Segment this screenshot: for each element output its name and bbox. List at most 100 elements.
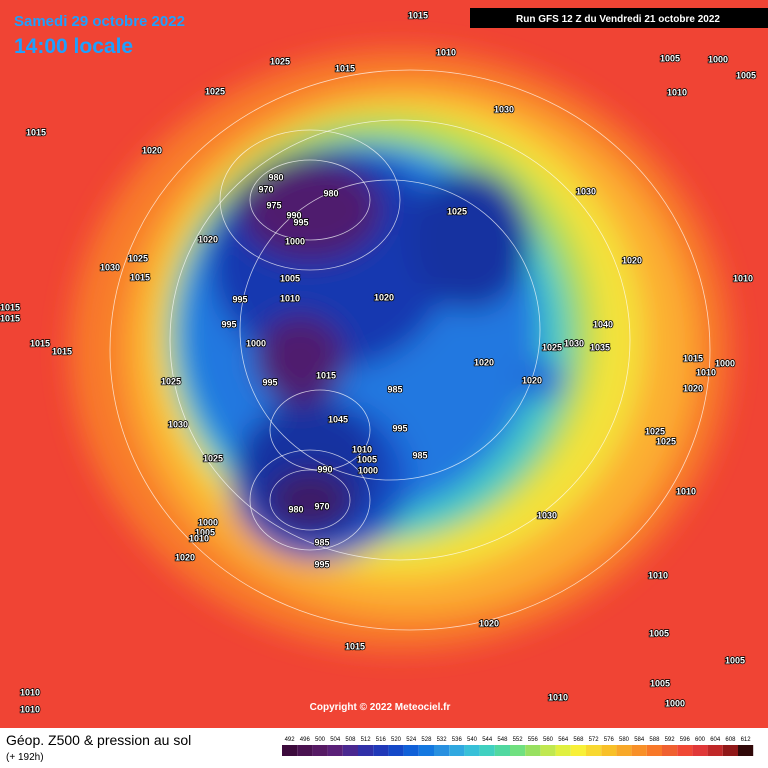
isobar-label: 970 [258,184,273,194]
legend-level: 504 [330,737,341,743]
isobar-label: 1020 [622,255,642,265]
isobar-label: 1015 [0,313,20,323]
isobar-label: 995 [314,559,329,569]
legend-swatch [646,745,662,756]
legend-swatch [282,745,298,756]
legend-level: 536 [452,737,463,743]
lead-time: (+ 192h) [6,752,44,763]
isobar-label: 970 [314,501,329,511]
legend-swatch [403,745,419,756]
legend-level: 608 [725,737,736,743]
legend-level: 564 [558,737,569,743]
isobar-label: 1010 [733,273,753,283]
date: Samedi 29 octobre 2022 [14,13,185,30]
legend-swatch [418,745,434,756]
isobar-label: 1045 [328,414,348,424]
isobar-label: 1000 [198,517,218,527]
legend-level: 576 [604,737,615,743]
isobar-label: 1005 [736,70,756,80]
legend-level: 596 [680,737,691,743]
isobar-label: 1010 [548,692,568,702]
isobar-label: 1025 [645,426,665,436]
legend-level: 532 [437,737,448,743]
legend-swatch [540,745,556,756]
legend-level: 572 [589,737,600,743]
isobar-label: 990 [317,464,332,474]
isobar-label: 1010 [352,444,372,454]
legend-swatch [662,745,678,756]
legend-swatch [297,745,313,756]
isobar-label: 1000 [708,54,728,64]
isobar-label: 1000 [285,236,305,246]
isobar-label: 1010 [667,87,687,97]
isobar-label: 1030 [494,104,514,114]
isobar-label: 1010 [696,367,716,377]
isobar-label: 1015 [26,127,46,137]
legend-swatch [616,745,632,756]
isobar-label: 1010 [280,293,300,303]
legend-level: 584 [634,737,645,743]
legend-swatch [555,745,571,756]
legend-swatch [358,745,374,756]
legend-level: 508 [345,737,356,743]
geopotential-field [0,0,768,728]
legend-level: 580 [619,737,630,743]
isobar-label: 1015 [52,346,72,356]
isobar-label: 1025 [447,206,467,216]
legend-level: 600 [695,737,706,743]
isobar-label: 1020 [198,234,218,244]
isobar-label: 1000 [358,465,378,475]
legend-swatch [342,745,358,756]
isobar-label: 1030 [576,186,596,196]
legend-swatch [586,745,602,756]
isobar-label: 1005 [280,273,300,283]
isobar-label: 980 [268,172,283,182]
isobar-label: 1005 [660,53,680,63]
legend-level: 568 [573,737,584,743]
legend-level: 520 [391,737,402,743]
isobar-label: 1020 [374,292,394,302]
map-title: Géop. Z500 & pression au sol [6,732,191,748]
legend-level: 556 [528,737,539,743]
isobar-label: 1030 [168,419,188,429]
isobar-label: 1025 [161,376,181,386]
legend-level: 496 [300,737,311,743]
isobar-label: 1010 [189,533,209,543]
isobar-label: 1015 [335,63,355,73]
isobar-label: 980 [288,504,303,514]
isobar-label: 1010 [676,486,696,496]
isobar-label: 995 [262,377,277,387]
run-info: Run GFS 12 Z du Vendredi 21 octobre 2022 [516,14,720,25]
isobar-label: 1000 [715,358,735,368]
legend-level: 604 [710,737,721,743]
isobar-label: 1000 [665,698,685,708]
isobar-label: 1015 [345,641,365,651]
isobar-label: 1000 [246,338,266,348]
isobar-label: 1005 [357,454,377,464]
isobar-label: 1025 [656,436,676,446]
isobar-label: 1010 [436,47,456,57]
legend-swatch [494,745,510,756]
isobar-label: 975 [266,200,281,210]
isobar-label: 1025 [128,253,148,263]
legend: 492 496 500 504 508 512 516 520 524 528 532 536 540 5… [282,737,754,756]
isobar-label: 985 [412,450,427,460]
legend-swatch [464,745,480,756]
isobar-label: 1015 [408,10,428,20]
isobar-label: 1015 [683,353,703,363]
isobar-label: 1015 [30,338,50,348]
legend-swatch [434,745,450,756]
isobar-label: 1020 [175,552,195,562]
isobar-label: 1040 [593,319,613,329]
isobar-label: 990 [286,210,301,220]
isobar-label: 1025 [203,453,223,463]
isobar-label: 995 [232,294,247,304]
isobar-label: 1015 [0,302,20,312]
legend-swatch [570,745,586,756]
legend-swatch [449,745,465,756]
legend-level: 524 [406,737,417,743]
legend-swatch [738,745,754,756]
isobar-label: 995 [221,319,236,329]
isobar-label: 1020 [474,357,494,367]
